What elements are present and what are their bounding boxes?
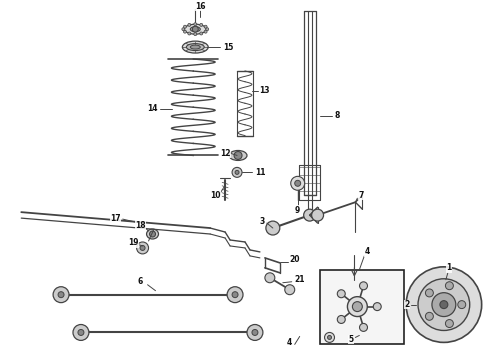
Circle shape bbox=[235, 170, 239, 174]
Text: 17: 17 bbox=[110, 213, 121, 222]
Circle shape bbox=[285, 285, 294, 295]
Ellipse shape bbox=[182, 41, 208, 53]
Circle shape bbox=[312, 209, 323, 221]
Circle shape bbox=[425, 312, 433, 320]
Text: 6: 6 bbox=[138, 277, 143, 286]
Ellipse shape bbox=[190, 27, 200, 32]
Ellipse shape bbox=[190, 45, 200, 49]
Circle shape bbox=[352, 302, 362, 311]
Circle shape bbox=[265, 273, 275, 283]
Ellipse shape bbox=[147, 229, 158, 239]
Circle shape bbox=[445, 282, 453, 290]
Text: 21: 21 bbox=[294, 275, 305, 284]
Circle shape bbox=[227, 287, 243, 303]
Circle shape bbox=[200, 23, 203, 26]
Circle shape bbox=[337, 290, 345, 298]
Circle shape bbox=[418, 279, 470, 330]
Circle shape bbox=[78, 329, 84, 336]
Circle shape bbox=[232, 167, 242, 177]
Circle shape bbox=[266, 221, 280, 235]
Text: 1: 1 bbox=[446, 263, 451, 272]
Text: 5: 5 bbox=[349, 335, 354, 344]
Circle shape bbox=[247, 324, 263, 341]
Circle shape bbox=[360, 282, 368, 290]
Circle shape bbox=[373, 303, 381, 311]
Circle shape bbox=[324, 332, 335, 342]
Circle shape bbox=[204, 30, 207, 33]
Text: 14: 14 bbox=[147, 104, 158, 113]
Circle shape bbox=[188, 32, 191, 35]
Circle shape bbox=[183, 30, 186, 33]
Text: 20: 20 bbox=[290, 255, 300, 264]
Text: 4: 4 bbox=[365, 247, 370, 256]
Circle shape bbox=[360, 323, 368, 332]
Circle shape bbox=[304, 209, 316, 221]
Text: 9: 9 bbox=[295, 206, 300, 215]
Circle shape bbox=[53, 287, 69, 303]
Circle shape bbox=[73, 324, 89, 341]
Circle shape bbox=[188, 23, 191, 26]
Text: 11: 11 bbox=[255, 168, 265, 177]
Circle shape bbox=[327, 336, 332, 339]
Circle shape bbox=[291, 176, 305, 190]
Circle shape bbox=[294, 180, 301, 186]
Text: 15: 15 bbox=[223, 42, 233, 51]
Circle shape bbox=[192, 26, 198, 32]
Text: 13: 13 bbox=[260, 86, 270, 95]
Circle shape bbox=[58, 292, 64, 298]
Ellipse shape bbox=[229, 150, 247, 161]
Text: 12: 12 bbox=[220, 149, 230, 158]
Circle shape bbox=[140, 246, 145, 251]
Circle shape bbox=[182, 28, 185, 31]
Circle shape bbox=[200, 32, 203, 35]
Circle shape bbox=[406, 267, 482, 342]
Text: 10: 10 bbox=[210, 191, 220, 200]
Circle shape bbox=[347, 297, 368, 316]
Text: 16: 16 bbox=[195, 2, 205, 11]
Text: 3: 3 bbox=[259, 217, 265, 226]
Text: 8: 8 bbox=[335, 111, 340, 120]
Text: 7: 7 bbox=[359, 191, 364, 200]
Circle shape bbox=[194, 23, 197, 26]
Text: 2: 2 bbox=[404, 300, 410, 309]
Ellipse shape bbox=[186, 44, 204, 50]
Text: 4: 4 bbox=[287, 338, 293, 347]
Circle shape bbox=[149, 231, 155, 237]
Circle shape bbox=[206, 28, 209, 31]
Circle shape bbox=[440, 301, 448, 309]
Circle shape bbox=[232, 292, 238, 298]
Circle shape bbox=[183, 25, 186, 28]
Circle shape bbox=[204, 25, 207, 28]
Circle shape bbox=[432, 293, 456, 316]
Circle shape bbox=[234, 152, 242, 159]
Circle shape bbox=[337, 315, 345, 323]
Circle shape bbox=[445, 320, 453, 328]
Ellipse shape bbox=[184, 24, 206, 34]
Bar bbox=[319, 270, 404, 345]
Circle shape bbox=[458, 301, 466, 309]
Circle shape bbox=[425, 289, 433, 297]
Circle shape bbox=[194, 33, 197, 36]
Text: 19: 19 bbox=[128, 238, 139, 247]
Text: 18: 18 bbox=[135, 221, 146, 230]
Circle shape bbox=[252, 329, 258, 336]
Circle shape bbox=[137, 242, 148, 254]
